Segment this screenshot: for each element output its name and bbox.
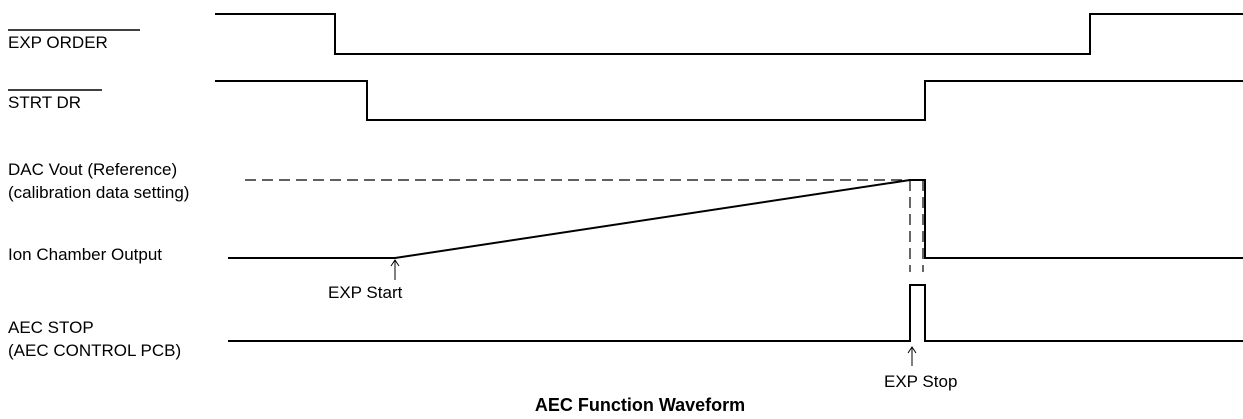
- exp-order-waveform: [215, 13, 1243, 55]
- aec-stop-waveform: [228, 284, 1243, 342]
- exp-start-label: EXP Start: [328, 283, 403, 302]
- exp-stop-label: EXP Stop: [884, 372, 957, 391]
- strt-dr-waveform: [215, 80, 1243, 121]
- ion-chamber-label: Ion Chamber Output: [8, 245, 162, 264]
- exp-stop-arrow-icon: [907, 346, 917, 366]
- ion-chamber-waveform: [228, 179, 1243, 259]
- figure-caption: AEC Function Waveform: [535, 395, 745, 415]
- exp-order-label: EXP ORDER: [8, 33, 108, 52]
- strt-dr-label: STRT DR: [8, 93, 81, 112]
- dac-vout-label: DAC Vout (Reference): [8, 160, 177, 179]
- exp-start-arrow-icon: [390, 259, 400, 280]
- dac-vout-sublabel: (calibration data setting): [8, 183, 189, 202]
- aec-stop-label: AEC STOP: [8, 318, 94, 337]
- aec-stop-sublabel: (AEC CONTROL PCB): [8, 341, 181, 360]
